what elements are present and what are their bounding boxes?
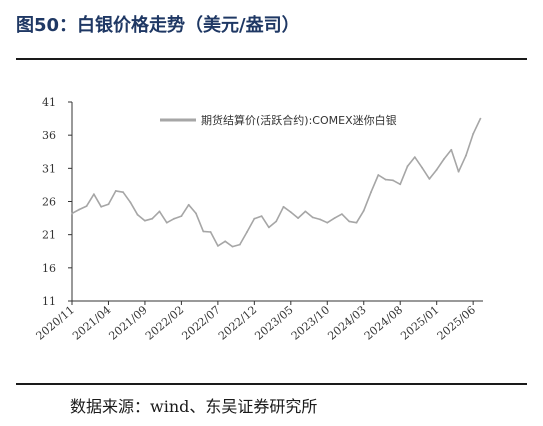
data-point [472, 132, 475, 135]
series-points [71, 117, 482, 248]
data-point [268, 226, 270, 229]
y-tick-labels: 11 16 21 26 31 36 41 [42, 96, 72, 308]
y-tick-label: 36 [42, 129, 56, 142]
data-point [129, 201, 132, 204]
data-point [282, 205, 285, 208]
y-tick-label: 21 [42, 229, 56, 242]
data-point [136, 213, 139, 216]
data-point [435, 168, 438, 171]
x-tick-label: 2020/11 [34, 303, 77, 342]
x-tick-label: 2021/04 [70, 303, 113, 342]
data-point [260, 215, 263, 218]
data-point [362, 209, 365, 212]
data-point [187, 203, 190, 206]
data-point [173, 217, 176, 220]
x-tick-label: 2021/09 [106, 303, 149, 342]
y-axis: 11 16 21 26 31 36 41 [42, 96, 73, 308]
x-tick-label: 2024/03 [325, 303, 368, 342]
data-point [406, 165, 409, 168]
x-tick-label: 2023/05 [252, 303, 295, 342]
y-tick-label: 26 [42, 196, 56, 209]
data-point [392, 179, 394, 182]
data-point [319, 218, 321, 221]
data-point [151, 217, 154, 220]
data-point [348, 220, 351, 223]
y-tick-label: 41 [42, 96, 56, 109]
data-point [326, 221, 329, 224]
x-axis: 2020/112021/042021/092022/022022/072022/… [34, 300, 483, 343]
data-point [297, 217, 299, 220]
data-point [78, 208, 81, 211]
data-point [180, 215, 183, 218]
data-point [384, 178, 387, 181]
x-tick-label: 2025/01 [398, 303, 441, 342]
data-point [457, 170, 460, 173]
source-note: 数据来源：wind、东吴证券研究所 [70, 397, 318, 416]
data-point [100, 205, 103, 208]
legend-label: 期货结算价(活跃合约):COMEX迷你白银 [201, 113, 397, 127]
legend: 期货结算价(活跃合约):COMEX迷你白银 [160, 113, 397, 127]
data-point [107, 203, 110, 206]
data-point [413, 156, 416, 159]
data-point [275, 220, 278, 223]
data-point [399, 183, 402, 186]
data-point [355, 221, 358, 224]
y-tick-label: 31 [42, 162, 56, 175]
data-point [450, 148, 453, 151]
data-point [217, 245, 219, 247]
data-point [195, 212, 197, 215]
data-point [114, 190, 117, 192]
data-point [238, 243, 241, 246]
series-line-silver-price [71, 118, 482, 248]
bottom-rule [16, 383, 527, 385]
x-tick-labels: 2020/112021/042021/092022/022022/072022/… [34, 301, 478, 343]
data-point [465, 154, 467, 157]
data-point [289, 211, 292, 214]
data-point [224, 240, 227, 243]
data-point [479, 117, 482, 120]
data-point [158, 210, 161, 213]
x-tick-label: 2023/10 [289, 303, 332, 342]
x-tick-label: 2022/07 [179, 303, 222, 342]
x-tick-label: 2024/08 [362, 303, 405, 342]
data-point [370, 191, 372, 194]
data-point [231, 245, 234, 248]
x-tick-label: 2025/06 [435, 303, 478, 342]
data-point [333, 217, 336, 220]
top-rule [16, 58, 527, 60]
data-point [71, 212, 73, 215]
data-point [165, 221, 168, 224]
data-point [253, 217, 256, 220]
figure-title: 图50：白银价格走势（美元/盎司） [16, 15, 300, 36]
data-point [202, 230, 205, 233]
data-point [428, 178, 431, 180]
data-point [144, 219, 146, 222]
y-tick-label: 16 [42, 262, 56, 275]
data-point [421, 166, 423, 169]
data-point [377, 174, 380, 176]
data-point [93, 193, 95, 196]
data-point [443, 158, 445, 160]
data-point [122, 191, 124, 194]
data-point [85, 205, 88, 208]
data-point [209, 231, 212, 233]
data-point [246, 231, 248, 233]
data-point [341, 213, 343, 216]
y-tick-label: 11 [42, 295, 56, 308]
data-point [311, 216, 314, 219]
data-point [304, 210, 307, 213]
x-tick-label: 2022/12 [216, 303, 259, 342]
x-tick-label: 2022/02 [143, 303, 186, 342]
